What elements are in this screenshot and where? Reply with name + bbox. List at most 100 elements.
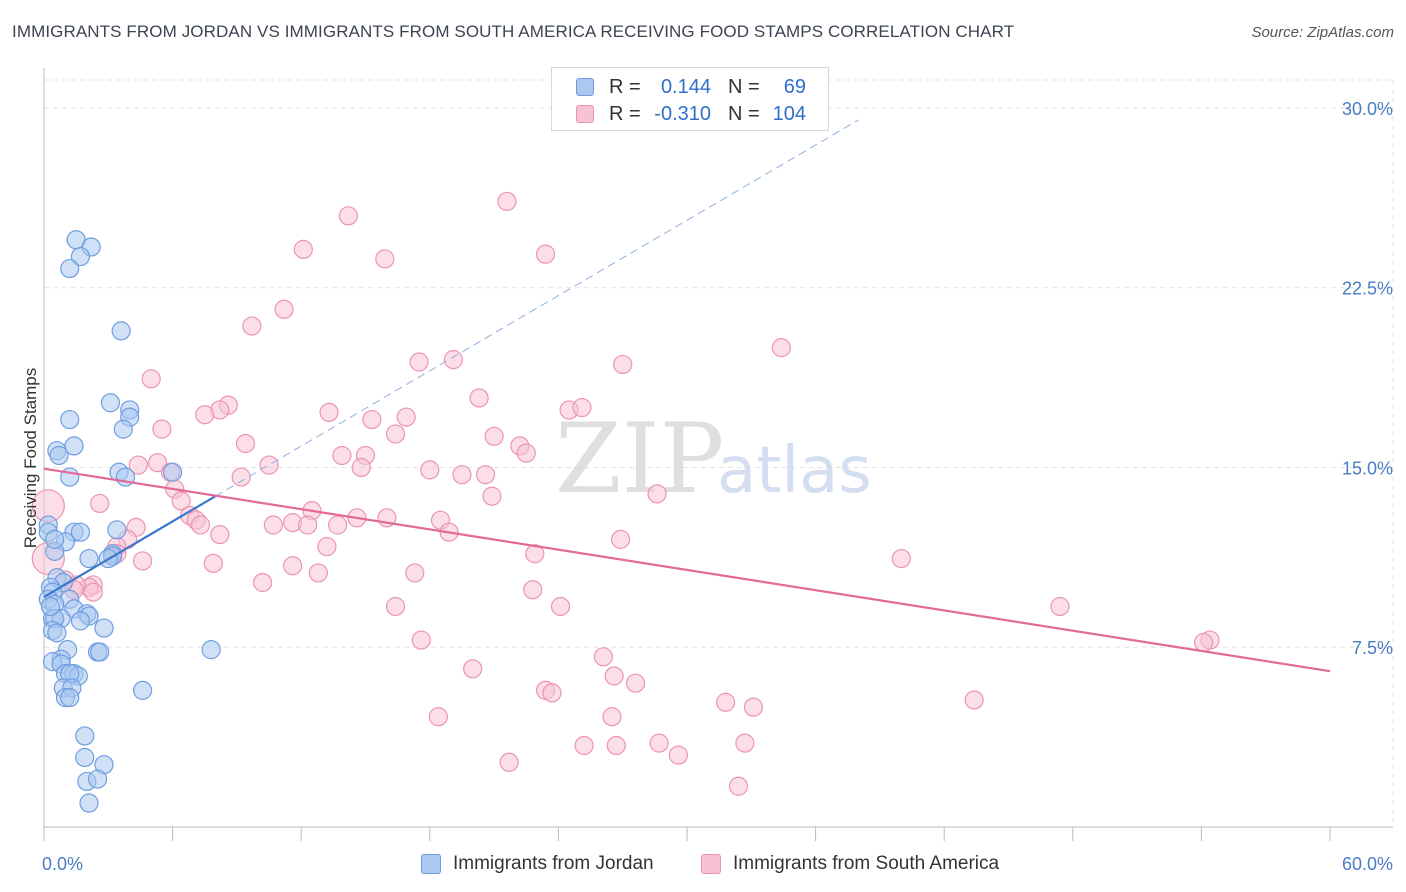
point-south-america bbox=[523, 580, 543, 600]
point-south-america bbox=[298, 515, 318, 535]
point-south-america bbox=[443, 350, 463, 370]
point-south-america bbox=[550, 596, 571, 617]
point-jordan bbox=[111, 321, 131, 341]
source-credit: Source: ZipAtlas.com bbox=[1251, 24, 1394, 41]
legend-r-label: R = bbox=[609, 103, 641, 125]
point-jordan bbox=[60, 687, 80, 708]
y-tick-label: 15.0% bbox=[1342, 458, 1393, 478]
point-south-america bbox=[602, 707, 622, 727]
point-south-america bbox=[253, 572, 273, 593]
point-south-america bbox=[463, 659, 483, 679]
point-south-america bbox=[83, 582, 103, 602]
correlation-legend: R = 0.144 N = 69 R = -0.310 N = 104 bbox=[551, 67, 829, 131]
point-south-america bbox=[420, 460, 440, 480]
point-south-america bbox=[728, 776, 749, 796]
point-south-america bbox=[190, 515, 211, 535]
legend-row-south-america: R = -0.310 N = 104 bbox=[552, 101, 828, 129]
point-south-america bbox=[647, 484, 667, 504]
point-south-america bbox=[482, 486, 502, 506]
point-south-america bbox=[649, 733, 669, 753]
point-south-america bbox=[891, 548, 911, 569]
point-south-america bbox=[668, 745, 689, 765]
axes bbox=[43, 68, 1393, 828]
point-south-america bbox=[411, 630, 431, 650]
point-south-america bbox=[242, 316, 262, 336]
point-jordan bbox=[87, 769, 108, 789]
point-south-america bbox=[293, 239, 313, 259]
point-jordan bbox=[75, 726, 95, 746]
x-tick-max: 60.0% bbox=[1342, 854, 1393, 874]
point-south-america bbox=[141, 369, 161, 389]
point-south-america bbox=[319, 402, 339, 422]
point-south-america bbox=[604, 666, 624, 686]
point-jordan bbox=[201, 640, 221, 660]
point-south-america bbox=[535, 244, 556, 264]
point-south-america bbox=[332, 445, 352, 466]
point-south-america bbox=[259, 455, 279, 475]
point-south-america bbox=[610, 529, 631, 549]
point-south-america bbox=[385, 424, 406, 444]
series-label-south-america: Immigrants from South America bbox=[733, 853, 1000, 874]
point-south-america bbox=[475, 465, 496, 485]
point-jordan bbox=[49, 445, 69, 466]
point-south-america bbox=[132, 551, 153, 571]
point-south-america bbox=[351, 457, 371, 478]
point-south-america bbox=[735, 733, 755, 753]
y-tick-label: 7.5% bbox=[1352, 638, 1393, 658]
watermark: ZIP atlas bbox=[555, 403, 872, 515]
trend-south-america bbox=[43, 467, 1331, 673]
legend-r-value: -0.310 bbox=[654, 103, 711, 125]
legend-r-value: 0.144 bbox=[660, 76, 711, 98]
point-south-america bbox=[195, 405, 215, 425]
series-label-jordan: Immigrants from Jordan bbox=[453, 853, 654, 874]
point-south-america bbox=[625, 673, 646, 693]
watermark-zip: ZIP bbox=[555, 403, 724, 515]
point-south-america bbox=[396, 407, 416, 427]
point-south-america bbox=[771, 338, 791, 358]
point-south-america bbox=[263, 515, 283, 535]
point-south-america bbox=[574, 735, 594, 756]
point-south-america bbox=[964, 690, 984, 710]
point-south-america bbox=[317, 536, 337, 557]
y-tick-label: 22.5% bbox=[1342, 279, 1393, 299]
trend-jordan bbox=[43, 495, 217, 598]
point-south-america bbox=[452, 465, 472, 485]
point-south-america bbox=[525, 544, 545, 564]
legend-n-label: N = bbox=[728, 76, 760, 98]
point-south-america bbox=[147, 453, 168, 473]
point-south-america bbox=[743, 697, 764, 717]
point-south-america bbox=[308, 563, 328, 583]
point-south-america bbox=[375, 249, 395, 269]
point-jordan bbox=[70, 522, 91, 542]
chart-title: IMMIGRANTS FROM JORDAN VS IMMIGRANTS FRO… bbox=[12, 22, 1015, 41]
point-jordan bbox=[70, 246, 91, 267]
series-swatch-jordan bbox=[421, 854, 441, 874]
point-south-america bbox=[542, 683, 562, 703]
point-south-america bbox=[409, 352, 429, 372]
point-south-america bbox=[516, 443, 536, 463]
point-jordan bbox=[60, 409, 80, 430]
watermark-atlas: atlas bbox=[717, 434, 872, 508]
legend-r-label: R = bbox=[609, 76, 641, 98]
point-south-america bbox=[593, 647, 614, 667]
point-south-america bbox=[210, 524, 230, 545]
axis-ticks: 7.5% 15.0% 22.5% 30.0% bbox=[43, 99, 1393, 841]
point-south-america bbox=[385, 596, 406, 617]
point-south-america bbox=[1050, 596, 1070, 617]
point-south-america bbox=[405, 563, 425, 583]
point-south-america bbox=[499, 752, 519, 772]
point-jordan bbox=[79, 793, 99, 813]
point-jordan bbox=[132, 680, 153, 700]
legend-n-value: 69 bbox=[783, 76, 806, 98]
series-swatch-south-america bbox=[701, 854, 721, 874]
point-jordan bbox=[45, 529, 65, 549]
point-jordan bbox=[113, 419, 133, 439]
point-south-america bbox=[235, 433, 256, 454]
point-south-america bbox=[203, 553, 223, 573]
point-south-america bbox=[338, 206, 358, 226]
point-jordan bbox=[79, 548, 99, 569]
point-jordan bbox=[60, 258, 80, 279]
point-south-america bbox=[283, 556, 303, 576]
trend-lines bbox=[43, 119, 1331, 673]
point-south-america bbox=[128, 455, 148, 475]
